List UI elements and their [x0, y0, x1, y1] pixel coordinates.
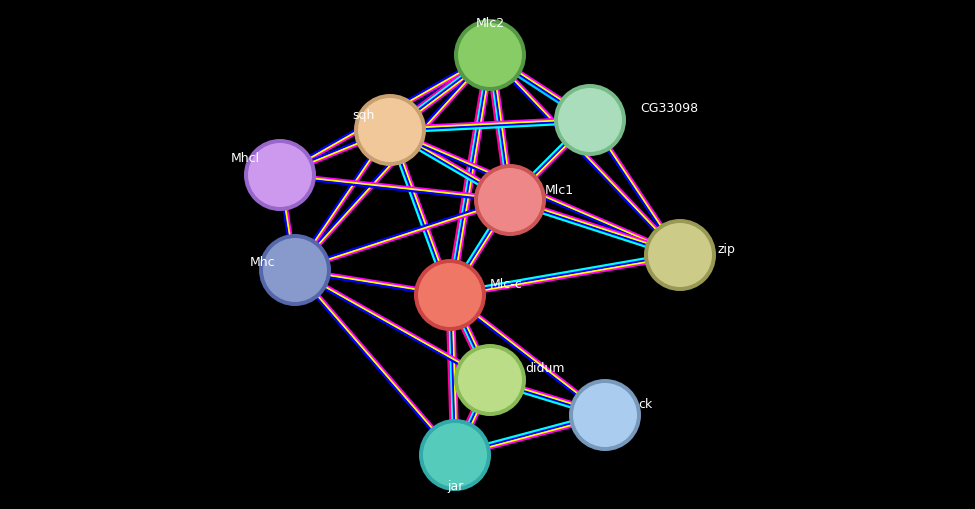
Circle shape	[558, 88, 622, 152]
Circle shape	[458, 23, 522, 87]
Circle shape	[354, 94, 426, 166]
Circle shape	[414, 259, 486, 331]
Circle shape	[569, 379, 641, 451]
Circle shape	[418, 263, 482, 327]
Circle shape	[454, 344, 526, 416]
Circle shape	[358, 98, 422, 162]
Text: didum: didum	[525, 361, 565, 375]
Circle shape	[478, 168, 542, 232]
Circle shape	[259, 234, 331, 306]
Circle shape	[554, 84, 626, 156]
Circle shape	[423, 423, 487, 487]
Circle shape	[573, 383, 637, 447]
Circle shape	[454, 19, 526, 91]
Text: ck: ck	[638, 399, 652, 411]
Text: Mlc1: Mlc1	[545, 184, 574, 196]
Circle shape	[474, 164, 546, 236]
Text: Mlc-c: Mlc-c	[490, 278, 523, 292]
Circle shape	[244, 139, 316, 211]
Circle shape	[458, 348, 522, 412]
Circle shape	[648, 223, 712, 287]
Circle shape	[248, 143, 312, 207]
Text: Mhc: Mhc	[250, 256, 275, 269]
Text: Mlc2: Mlc2	[476, 17, 505, 30]
Circle shape	[263, 238, 327, 302]
Text: zip: zip	[718, 243, 736, 257]
Text: jar: jar	[447, 480, 463, 493]
Text: sqh: sqh	[353, 108, 375, 122]
Text: Mhcl: Mhcl	[231, 152, 260, 164]
Circle shape	[419, 419, 491, 491]
Text: CG33098: CG33098	[640, 101, 698, 115]
Circle shape	[644, 219, 716, 291]
